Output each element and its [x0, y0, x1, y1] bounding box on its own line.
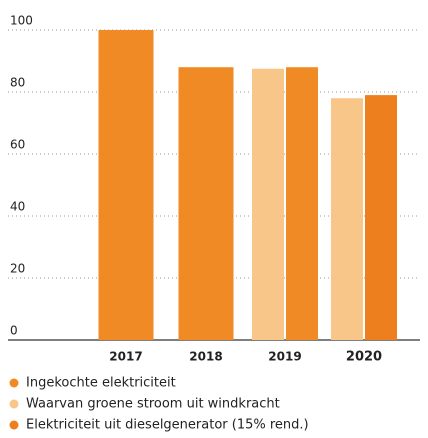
legend-label: Ingekochte elektriciteit [26, 376, 176, 391]
y-tick-label: 0 [10, 324, 18, 338]
y-tick-label: 20 [10, 262, 25, 276]
x-tick-label: 2017 [109, 350, 142, 364]
legend-label: Elektriciteit uit dieselgenerator (15% r… [26, 418, 309, 433]
x-tick-label: 2020 [346, 350, 382, 365]
bar [286, 67, 318, 340]
legend-swatch [9, 420, 19, 430]
x-tick-label: 2018 [189, 350, 222, 364]
bar [365, 95, 397, 340]
y-tick-label: 100 [10, 14, 33, 28]
bar [98, 30, 154, 340]
y-tick-label: 80 [10, 76, 25, 90]
y-tick-label: 40 [10, 200, 25, 214]
x-tick-label: 2019 [268, 350, 301, 364]
legend-swatch [9, 399, 19, 409]
bar [178, 67, 234, 340]
legend-swatch [9, 378, 19, 388]
bar [331, 98, 363, 340]
bar [252, 68, 284, 340]
legend-label: Waarvan groene stroom uit windkracht [26, 397, 280, 412]
y-tick-label: 60 [10, 138, 25, 152]
